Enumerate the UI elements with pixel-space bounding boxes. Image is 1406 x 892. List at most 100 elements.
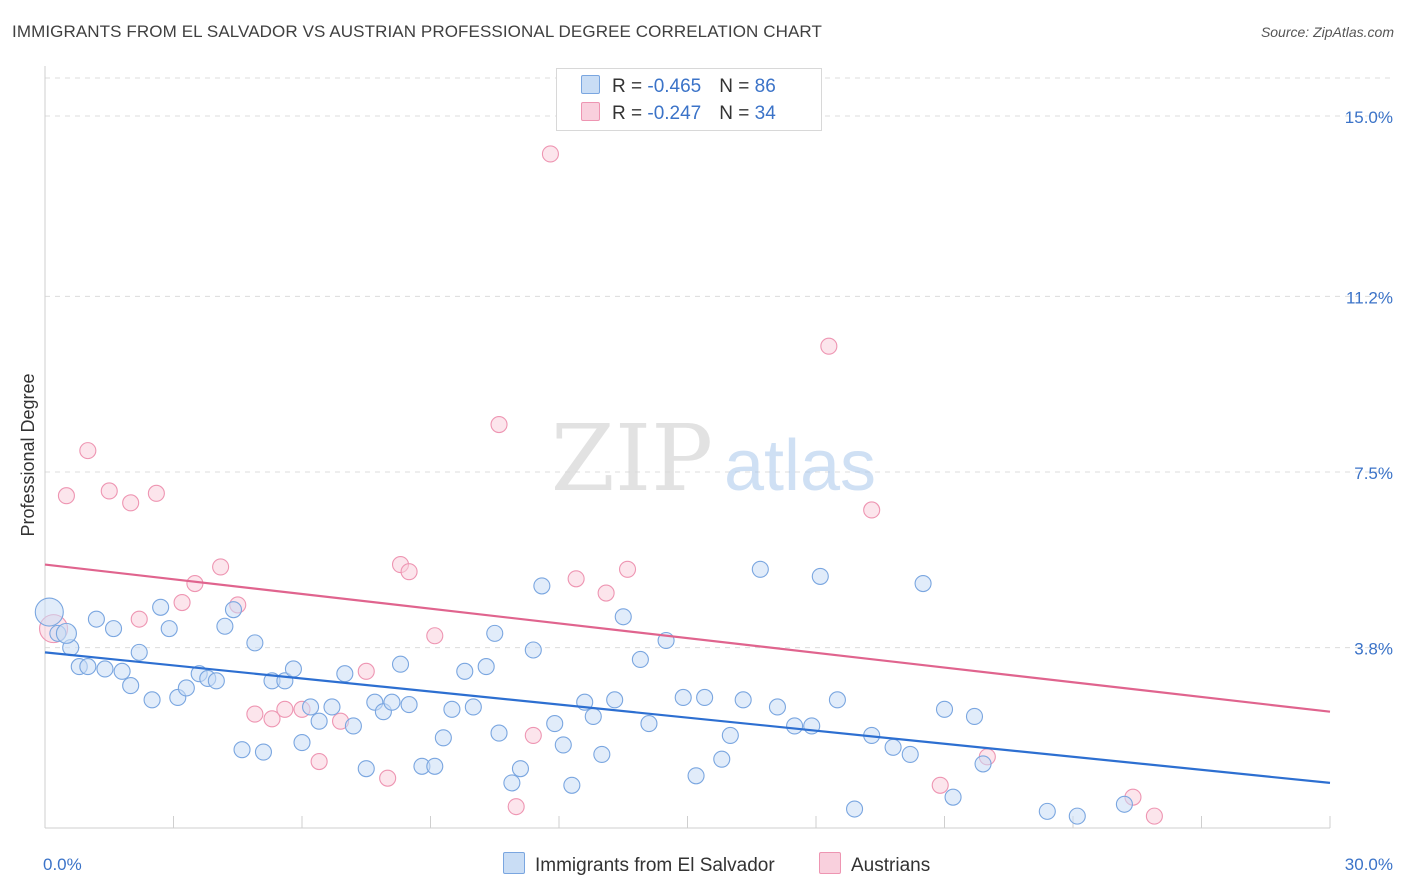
x-tick-label-min: 0.0% xyxy=(43,855,82,874)
y-tick-label: 15.0% xyxy=(1345,108,1393,127)
r-value: -0.247 xyxy=(647,103,702,124)
salvador-point xyxy=(302,698,320,716)
salvador-point xyxy=(96,660,114,678)
legend-label-austrians: Austrians xyxy=(851,855,931,876)
salvador-point xyxy=(965,707,984,725)
austrians-point xyxy=(186,574,204,593)
salvador-point xyxy=(674,688,692,707)
salvador-point xyxy=(391,655,410,673)
salvador-point xyxy=(456,662,474,680)
austrians-point xyxy=(541,145,559,163)
watermark-zip: ZIP xyxy=(551,405,713,512)
austrians-point xyxy=(357,662,375,680)
austrians-point xyxy=(79,442,97,460)
salvador-point xyxy=(606,691,624,709)
salvador-point xyxy=(216,617,234,635)
chart-title: IMMIGRANTS FROM EL SALVADOR VS AUSTRIAN … xyxy=(12,22,822,41)
austrians-point xyxy=(122,494,140,512)
stats-legend: R = -0.465 N = 86 R = -0.247 N = 34 xyxy=(556,68,822,131)
austrians-point xyxy=(147,484,165,502)
n-label: N = xyxy=(719,76,755,97)
y-tick-label: 11.2% xyxy=(1346,288,1393,307)
salvador-point xyxy=(914,574,932,593)
austrians-point xyxy=(597,584,615,602)
watermark-atlas: atlas xyxy=(724,426,876,506)
austrians-point xyxy=(100,482,118,500)
salvador-point xyxy=(811,567,829,585)
salvador-point xyxy=(786,717,804,735)
salvador-point xyxy=(944,788,962,806)
salvador-point xyxy=(1038,802,1056,820)
r-value: -0.465 xyxy=(647,76,702,97)
salvador-point xyxy=(901,745,919,763)
austrians-point xyxy=(263,710,281,728)
austrians-point xyxy=(400,563,418,581)
austrians-point xyxy=(567,570,585,588)
salvador-point xyxy=(233,741,251,759)
salvador-point xyxy=(310,712,328,730)
salvador-point xyxy=(254,743,273,761)
austrians-trend-line xyxy=(44,563,1331,713)
salvador-point xyxy=(503,774,521,792)
salvador-point xyxy=(884,738,902,756)
austrians-point xyxy=(246,705,264,723)
salvador-point xyxy=(383,693,401,711)
austrians-point xyxy=(276,700,294,718)
salvador-point xyxy=(336,665,354,683)
salvador-point xyxy=(524,641,542,659)
salvador-point xyxy=(104,620,123,638)
salvador-point xyxy=(631,650,649,669)
austrians-point xyxy=(173,593,191,612)
salvador-point xyxy=(511,760,530,778)
salvador-point xyxy=(554,736,572,754)
salvador-point xyxy=(584,707,602,725)
austrians-point xyxy=(212,558,230,576)
salvador-point xyxy=(696,688,714,707)
salvador-point xyxy=(87,610,105,628)
salvador-point xyxy=(207,672,225,690)
salvador-point xyxy=(400,696,418,714)
austrians-point xyxy=(490,415,508,434)
tick-labels: 3.8% 7.5% 11.2% 15.0% 0.0% 30.0% xyxy=(43,108,1393,874)
n-value: 34 xyxy=(754,103,776,124)
salvador-point xyxy=(464,698,482,716)
salvador-point xyxy=(935,700,954,718)
salvador-point xyxy=(130,643,148,661)
salvador-point xyxy=(122,677,140,695)
salvador-point xyxy=(143,691,161,709)
r-label: R = xyxy=(612,103,648,124)
austrians-point xyxy=(310,752,328,771)
salvador-point xyxy=(974,755,992,773)
salvador-point xyxy=(426,757,444,775)
salvador-point xyxy=(152,598,170,616)
salvador-point xyxy=(443,700,461,718)
stats-legend-row-austrians: R = -0.247 N = 34 xyxy=(581,102,776,125)
legend-label-salvador: Immigrants from El Salvador xyxy=(535,855,775,876)
austrians-point xyxy=(931,776,949,794)
austrians-point xyxy=(57,487,75,505)
y-tick-label: 3.8% xyxy=(1354,640,1393,659)
austrians-point xyxy=(618,560,637,578)
salvador-point xyxy=(357,760,375,778)
salvador-point xyxy=(533,577,551,595)
salvador-legend-swatch xyxy=(503,852,525,874)
salvador-point xyxy=(177,679,195,697)
legend-item-salvador[interactable]: Immigrants from El Salvador xyxy=(503,852,775,877)
grid-lines xyxy=(45,77,1392,649)
salvador-trend-line xyxy=(44,651,1331,784)
austrians-point xyxy=(379,769,397,787)
salvador-point xyxy=(614,608,632,626)
y-axis-label: Professional Degree xyxy=(18,373,38,536)
salvador-point xyxy=(434,729,452,747)
salvador-point xyxy=(593,745,611,763)
salvador-point xyxy=(490,724,508,742)
legend-item-austrians[interactable]: Austrians xyxy=(819,852,930,877)
salvador-point xyxy=(768,698,787,716)
austrians-point xyxy=(426,627,444,645)
salvador-point xyxy=(1115,795,1133,813)
salvador-point xyxy=(751,560,769,578)
salvador-point xyxy=(486,624,504,642)
austrians-point xyxy=(863,501,881,519)
salvador-point xyxy=(34,597,64,627)
